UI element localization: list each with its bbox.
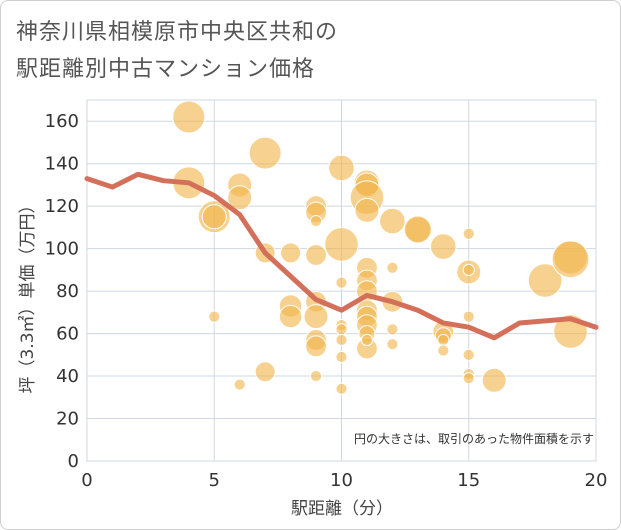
bubble-point (462, 227, 475, 240)
x-tick-label: 5 (209, 470, 220, 491)
bubble-point (335, 333, 348, 347)
bubble-point (437, 344, 450, 357)
x-tick-label: 15 (457, 470, 480, 491)
tick-labels: 0 5 10 15 20 0 20 40 60 80 100 120 140 160 (45, 111, 608, 491)
bubble-point (335, 323, 348, 336)
x-tick-label: 0 (81, 470, 92, 491)
bubble-point (233, 378, 246, 391)
bubble-point (305, 335, 327, 358)
bubble-size-note: 円の大きさは、取引のあった物件面積を示す (354, 431, 594, 446)
bubble-point (481, 367, 507, 393)
bubble-point (462, 372, 475, 385)
bubble-point (386, 323, 399, 336)
bubble-point (328, 154, 355, 182)
bubble-point (335, 276, 348, 289)
bubble-point (172, 100, 206, 134)
y-axis-label: 坪（3.3㎡）単価（万円） (18, 196, 38, 393)
x-tick-label: 20 (585, 470, 608, 491)
bubble-point (324, 227, 359, 262)
y-tick-label: 20 (56, 409, 79, 430)
bubble-point (254, 361, 276, 383)
bubble-point (208, 310, 221, 323)
bubble-point (280, 242, 302, 264)
bubble-point (201, 204, 227, 230)
x-axis-label: 駅距離（分） (291, 499, 393, 519)
x-tick-label: 10 (330, 470, 353, 491)
bubble-point (437, 333, 450, 347)
bubble-point (386, 261, 399, 274)
bubble-point (305, 244, 327, 266)
bubble-point (278, 304, 303, 329)
bubble-point (354, 197, 380, 223)
bubble-point (335, 350, 348, 364)
bubble-point (248, 136, 282, 170)
y-tick-label: 40 (56, 366, 79, 387)
chart-title: 神奈川県相模原市中央区共和の 駅距離別中古マンション価格 (16, 14, 456, 88)
trend-line (84, 171, 599, 341)
bubble-point (403, 215, 432, 244)
y-tick-label: 120 (45, 196, 79, 217)
bubble-series (172, 100, 590, 395)
bubble-point (379, 207, 406, 235)
bubble-point (227, 185, 253, 211)
y-tick-label: 140 (45, 154, 79, 175)
title-line-1: 神奈川県相模原市中央区共和の (16, 20, 339, 45)
bubble-point (360, 333, 374, 347)
bubble-point (527, 263, 563, 298)
y-tick-label: 0 (68, 451, 79, 472)
bubble-point (309, 214, 323, 228)
title-line-2: 駅距離別中古マンション価格 (16, 57, 316, 82)
bubble-point (462, 263, 475, 276)
bubble-point (386, 338, 399, 351)
bubble-point (309, 369, 323, 383)
trend-line-group (84, 171, 599, 341)
bubble-point (303, 304, 329, 330)
y-tick-label: 160 (45, 111, 79, 132)
y-tick-label: 80 (56, 281, 79, 302)
y-tick-label: 60 (56, 324, 79, 345)
bubble-point (551, 240, 590, 279)
bubble-point (430, 233, 457, 260)
bubble-point (335, 382, 348, 395)
y-tick-label: 100 (45, 239, 79, 260)
bubble-point (462, 310, 475, 323)
bubble-point (462, 348, 475, 361)
